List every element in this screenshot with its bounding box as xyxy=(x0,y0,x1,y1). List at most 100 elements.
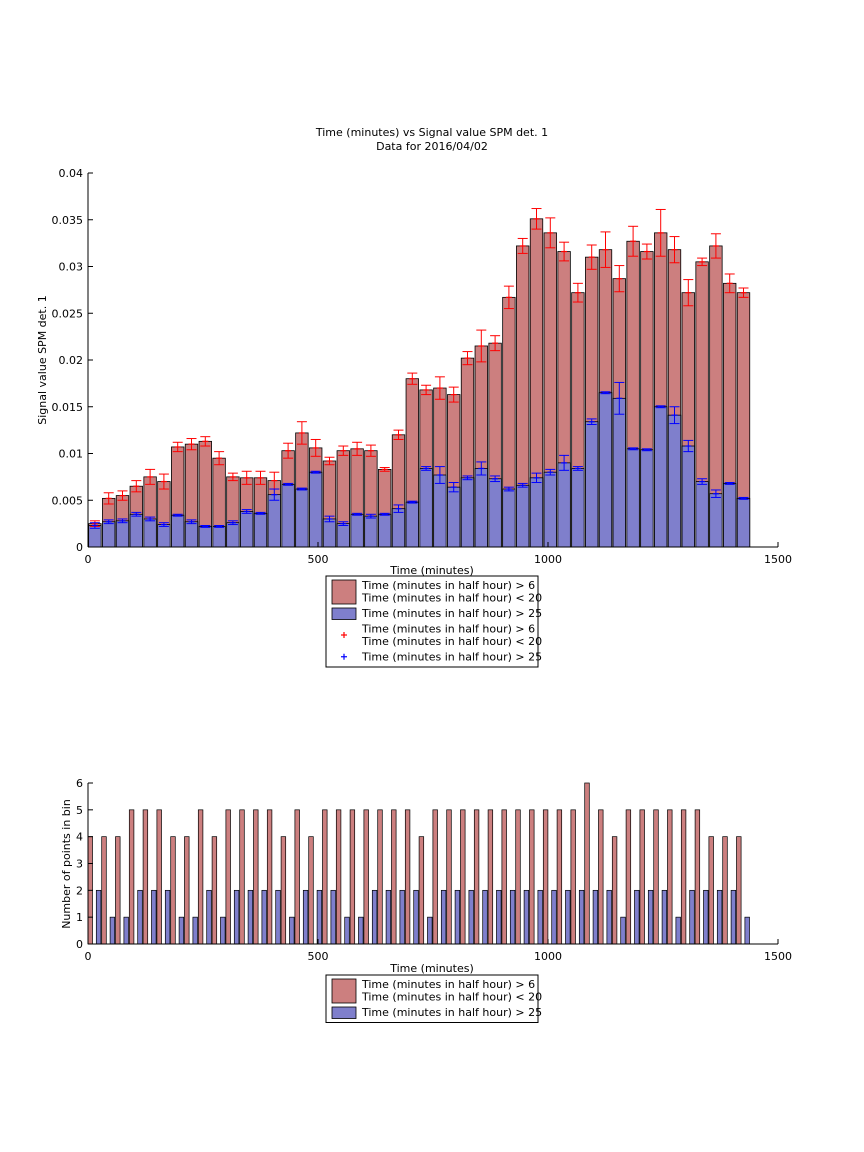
legend-box xyxy=(325,575,539,668)
bar xyxy=(556,809,563,945)
bar xyxy=(102,521,116,548)
bar xyxy=(578,889,585,945)
bar xyxy=(427,916,433,945)
bar xyxy=(716,889,723,945)
x-axis-label: Time (minutes) xyxy=(389,564,474,577)
legend-label: Time (minutes in half hour) > 6 xyxy=(361,623,535,636)
y-tick-label: 2 xyxy=(76,884,83,897)
bar xyxy=(487,809,494,945)
bar xyxy=(123,916,129,945)
bar xyxy=(537,889,543,945)
legend-label: Time (minutes in half hour) < 20 xyxy=(361,635,542,648)
bar xyxy=(240,511,254,548)
bar xyxy=(557,462,571,548)
y-tick-label: 0.005 xyxy=(52,494,84,507)
bar xyxy=(675,916,681,945)
bar xyxy=(101,836,107,945)
bar xyxy=(454,889,461,945)
legend-box xyxy=(325,974,539,1023)
bar xyxy=(488,478,502,548)
bar xyxy=(625,809,632,945)
bar xyxy=(680,809,687,945)
bar xyxy=(178,916,185,945)
y-tick-label: 0.03 xyxy=(59,261,84,274)
x-tick-label: 1000 xyxy=(534,950,562,963)
count-bars xyxy=(87,782,750,945)
bar xyxy=(309,471,323,548)
bar xyxy=(681,445,695,548)
bar xyxy=(640,449,654,548)
y-tick-label: 0.035 xyxy=(52,214,84,227)
bar xyxy=(447,486,461,548)
bar xyxy=(661,889,668,945)
bar xyxy=(440,889,447,945)
bar xyxy=(543,471,557,548)
bar xyxy=(460,477,475,548)
bar xyxy=(377,809,383,945)
bar xyxy=(703,889,709,945)
bar xyxy=(143,518,157,548)
bar xyxy=(473,809,480,945)
bar xyxy=(723,483,737,548)
y-tick-label: 6 xyxy=(76,777,83,790)
bar xyxy=(542,809,549,945)
bar xyxy=(316,889,323,945)
bar xyxy=(730,889,737,945)
bar xyxy=(336,523,350,548)
x-axis-label: Time (minutes) xyxy=(389,962,474,975)
bar xyxy=(95,889,102,945)
bar xyxy=(358,916,364,945)
bar xyxy=(211,836,218,945)
bar xyxy=(722,836,728,945)
bar xyxy=(611,836,618,945)
bar xyxy=(689,889,695,945)
bar xyxy=(192,916,198,945)
bar xyxy=(157,524,171,548)
bar xyxy=(322,809,328,945)
y-tick-label: 0 xyxy=(76,938,83,951)
signal-chart: Time (minutes) vs Signal value SPM det. … xyxy=(36,126,792,668)
bar xyxy=(349,809,356,945)
bar xyxy=(501,809,507,945)
bar xyxy=(391,809,397,945)
bar xyxy=(626,448,640,548)
bar xyxy=(584,782,590,945)
bar xyxy=(570,809,576,945)
legend-label: Time (minutes in half hour) > 25 xyxy=(361,1006,542,1019)
bar xyxy=(496,889,502,945)
bar xyxy=(206,889,212,945)
bar xyxy=(653,809,659,945)
legend-label: Time (minutes in half hour) > 6 xyxy=(361,978,535,991)
bar xyxy=(523,889,530,945)
bar xyxy=(261,889,267,945)
bar xyxy=(667,809,673,945)
bar xyxy=(405,501,419,548)
bar xyxy=(220,916,226,945)
legend-swatch xyxy=(331,1006,357,1019)
bar xyxy=(529,809,535,945)
bar xyxy=(233,889,240,945)
bar xyxy=(308,836,314,945)
bar xyxy=(170,836,176,945)
bar xyxy=(419,468,433,548)
bar xyxy=(164,889,171,945)
bar xyxy=(460,809,466,945)
bar xyxy=(344,916,350,945)
bar xyxy=(156,809,162,945)
bar xyxy=(736,497,751,548)
legend-label: Time (minutes in half hour) < 20 xyxy=(361,991,542,1004)
signal-bars xyxy=(88,208,751,548)
bar xyxy=(385,889,392,945)
bar xyxy=(322,518,337,548)
bar xyxy=(184,521,199,548)
count-axes: 0 500 1000 1500 0 1 2 3 4 5 6 xyxy=(76,777,792,963)
bar xyxy=(137,889,143,945)
bar xyxy=(115,520,130,548)
bar xyxy=(109,916,116,945)
bar xyxy=(399,889,405,945)
bar xyxy=(128,809,135,945)
bar xyxy=(468,889,474,945)
